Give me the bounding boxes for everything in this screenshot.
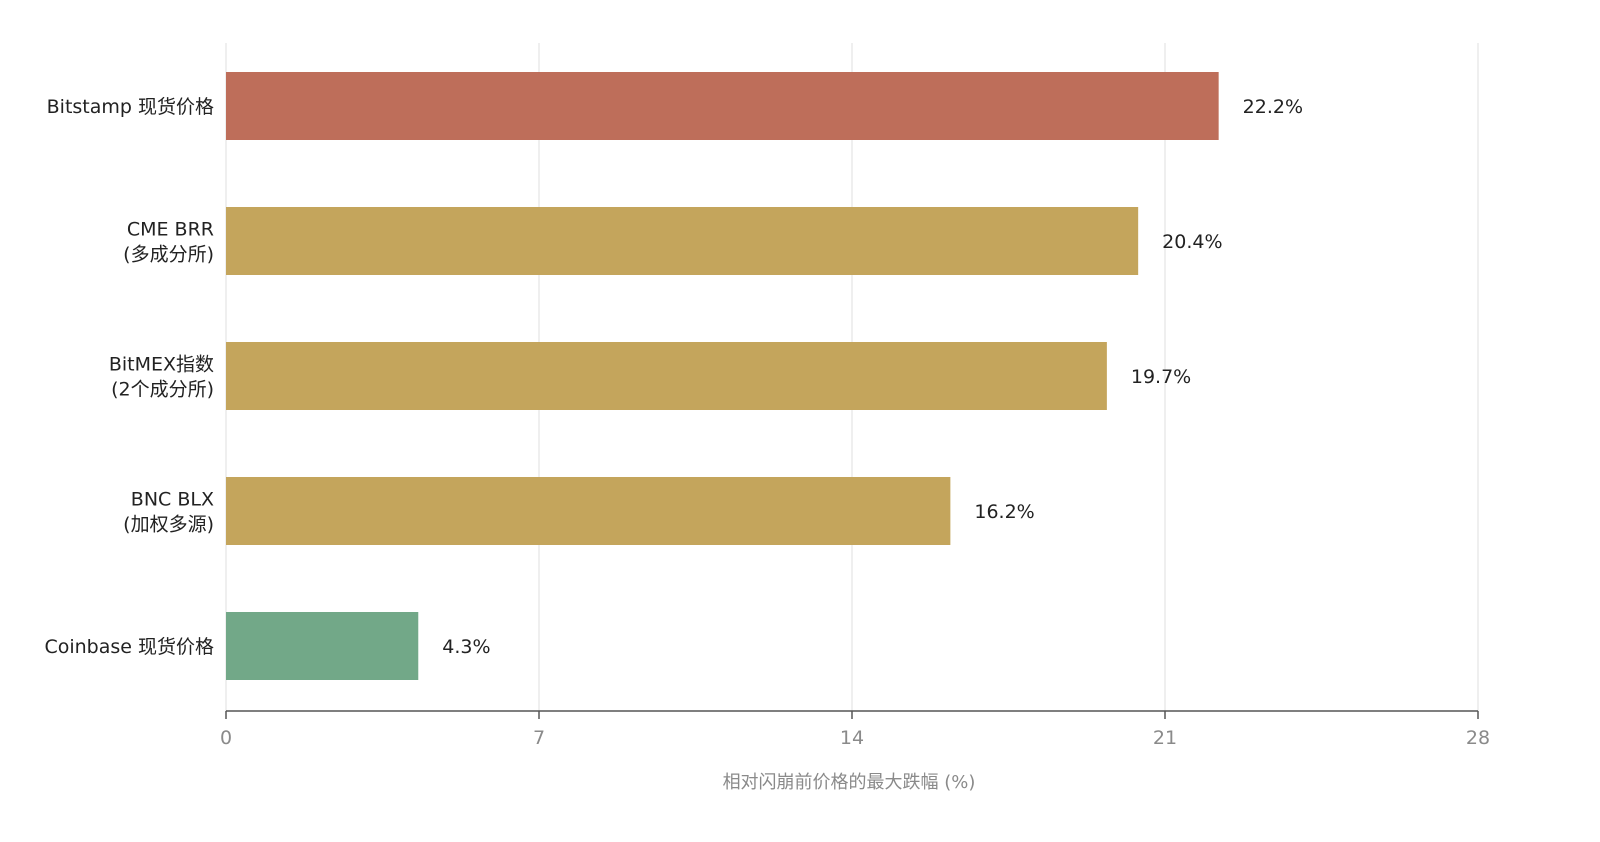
x-tick-label-3: 21 <box>1153 727 1177 749</box>
bar-0 <box>226 72 1219 140</box>
value-label-3: 16.2% <box>974 501 1034 523</box>
category-label-4: Coinbase 现货价格 <box>44 636 214 658</box>
category-label-0: Bitstamp 现货价格 <box>47 96 214 118</box>
category-label-0-line-0: Bitstamp 现货价格 <box>47 96 214 118</box>
category-label-3: BNC BLX (加权多源) <box>123 489 214 536</box>
value-label-0: 22.2% <box>1243 96 1303 118</box>
value-label-2: 19.7% <box>1131 366 1191 388</box>
category-label-2-line-1: (2个成分所) <box>111 379 214 401</box>
bar-3 <box>226 477 951 545</box>
labels: 22.2% Bitstamp 现货价格 20.4% CME BRR (多成分所) 19.7… <box>44 96 1303 658</box>
bars <box>226 72 1219 680</box>
category-label-1-line-1: (多成分所) <box>123 244 214 266</box>
bar-4 <box>226 612 419 680</box>
category-label-3-line-0: BNC BLX <box>131 489 214 511</box>
x-axis-title: 相对闪崩前价格的最大跌幅 (%) <box>723 772 976 793</box>
category-label-3-line-1: (加权多源) <box>123 514 214 536</box>
category-label-2: BitMEX指数 (2个成分所) <box>109 354 214 401</box>
category-label-2-line-0: BitMEX指数 <box>109 354 214 376</box>
category-label-1-line-0: CME BRR <box>127 219 214 241</box>
category-label-4-line-0: Coinbase 现货价格 <box>44 636 214 658</box>
x-tick-label-4: 28 <box>1466 727 1490 749</box>
x-tick-label-2: 14 <box>840 727 864 749</box>
bar-1 <box>226 207 1139 275</box>
category-label-1: CME BRR (多成分所) <box>123 219 214 266</box>
x-tick-label-1: 7 <box>533 727 545 749</box>
x-tick-label-0: 0 <box>220 727 232 749</box>
bar-2 <box>226 342 1107 410</box>
value-label-4: 4.3% <box>442 636 490 658</box>
value-label-1: 20.4% <box>1162 231 1222 253</box>
x-axis: 0 7 14 21 28 <box>220 710 1490 749</box>
